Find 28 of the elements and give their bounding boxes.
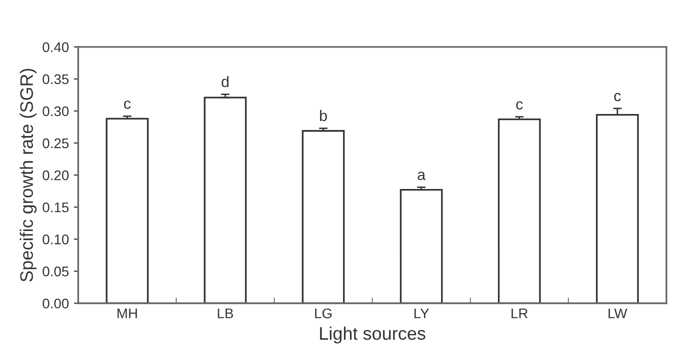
- y-tick-label: 0.10: [42, 234, 69, 244]
- x-tick-label: LR: [512, 308, 528, 318]
- y-axis-title: Specific growth rate (SGR): [20, 68, 37, 282]
- x-tick-label: LB: [218, 308, 234, 318]
- x-tick-label: LG: [315, 308, 332, 318]
- annotation: d: [222, 76, 229, 88]
- x-tick-label: LY: [414, 308, 429, 318]
- y-tick-label: 0.35: [42, 74, 69, 84]
- annotation: c: [124, 100, 131, 109]
- bar: [400, 188, 443, 304]
- bar: [204, 96, 247, 304]
- annotation: c: [516, 101, 523, 110]
- y-tick-label: 0.15: [42, 202, 69, 212]
- bar: [106, 118, 149, 304]
- y-tick-label: 0.00: [42, 298, 69, 308]
- annotation: a: [418, 172, 426, 180]
- y-tick-label: 0.30: [42, 106, 69, 116]
- y-tick-label: 0.40: [42, 42, 69, 52]
- y-tick-label: 0.05: [42, 266, 69, 276]
- x-tick-label: MH: [118, 308, 137, 318]
- bar: [498, 118, 541, 304]
- annotation: b: [320, 110, 327, 122]
- y-tick-label: 0.20: [42, 170, 69, 180]
- annotation: c: [614, 92, 621, 102]
- x-axis-title: Light sources: [320, 326, 426, 344]
- bar: [302, 130, 345, 304]
- y-tick-label: 0.25: [42, 138, 69, 148]
- x-tick-label: LW: [608, 308, 628, 318]
